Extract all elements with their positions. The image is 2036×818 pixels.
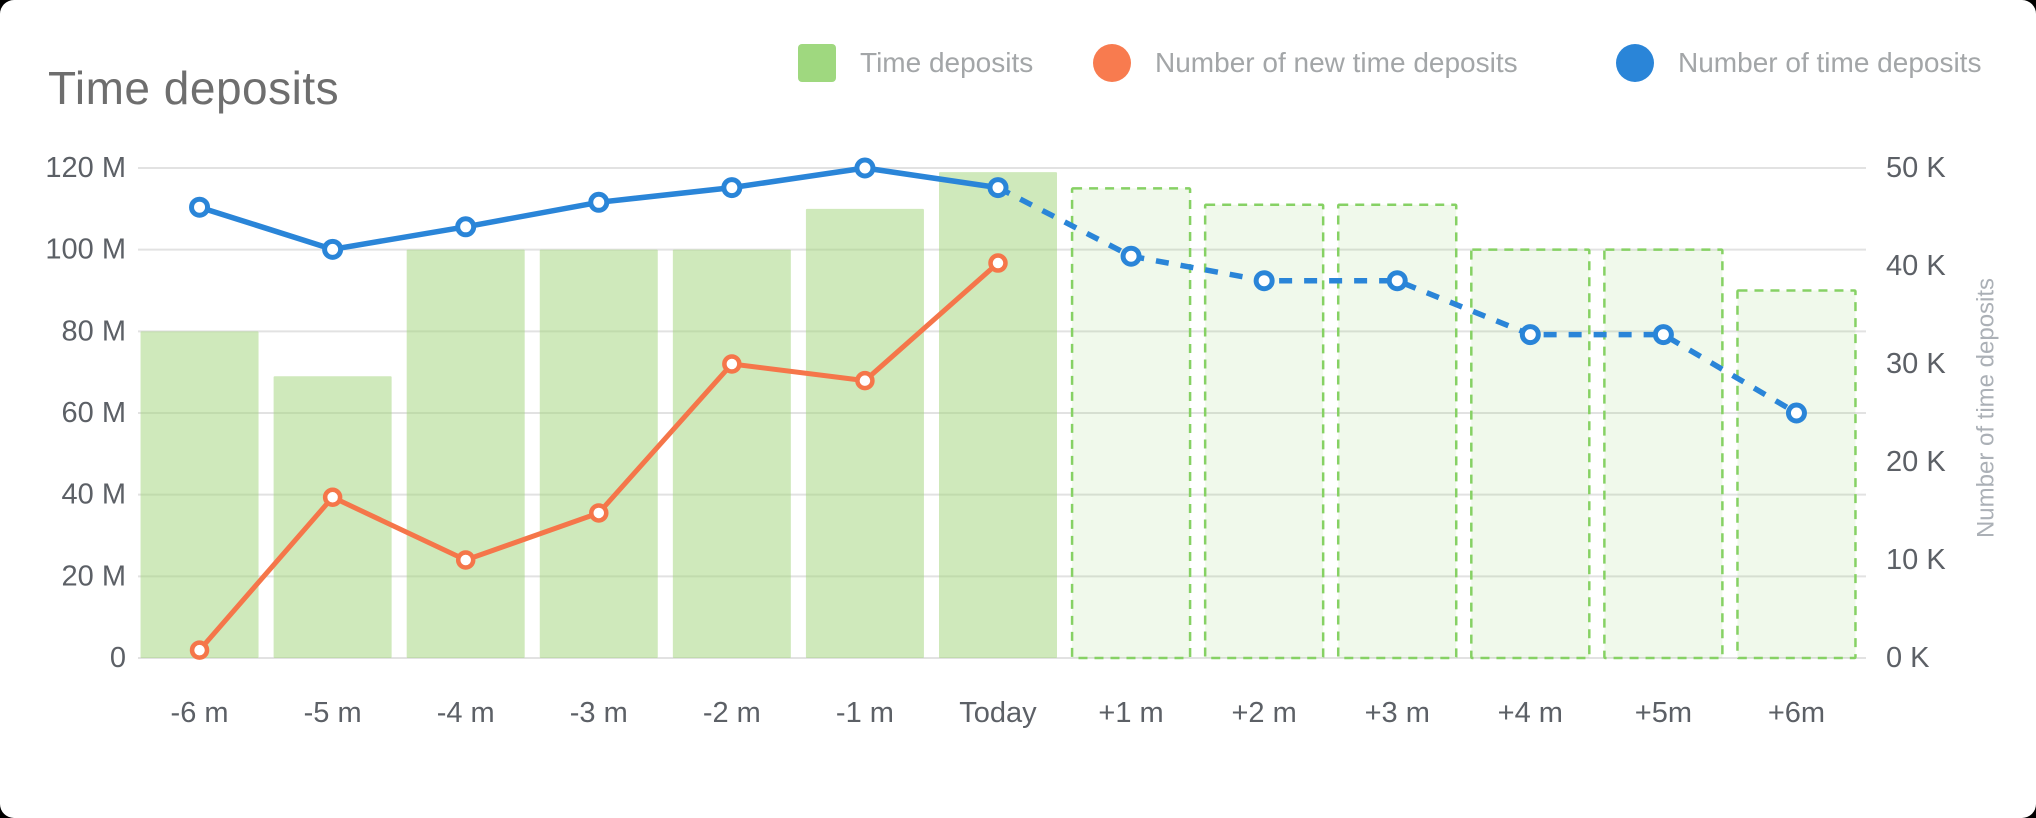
right-axis-tick-label: 30 K: [1886, 348, 1946, 380]
number-time-deposits-swatch-icon: [1616, 44, 1654, 82]
x-axis-label-plus4m: +4 m: [1498, 697, 1563, 729]
time-deposits-count-marker-plus6m[interactable]: [1785, 402, 1807, 424]
left-axis-tick-label: 40 M: [62, 479, 126, 511]
page-title: Time deposits: [48, 61, 340, 114]
time-deposits-count-marker-minus4m[interactable]: [455, 216, 477, 238]
legend-item-time-deposits[interactable]: Time deposits: [798, 44, 1033, 82]
chart-legend: Time deposits Number of new time deposit…: [0, 0, 2036, 110]
left-axis-tick-label: 80 M: [62, 315, 126, 347]
x-axis-label-plus5m: +5m: [1635, 697, 1692, 729]
new-time-deposits-marker-minus3m[interactable]: [589, 503, 609, 523]
legend-label: Time deposits: [860, 47, 1034, 78]
bar-minus3m[interactable]: [539, 249, 658, 658]
left-axis-tick-label: 120 M: [45, 152, 126, 184]
x-axis-label-plus3m: +3 m: [1365, 697, 1430, 729]
new-time-deposits-marker-minus5m[interactable]: [322, 487, 343, 508]
right-axis-tick-label: 0 K: [1886, 642, 1930, 674]
x-axis-label-today: Today: [959, 697, 1037, 729]
x-axis-label-minus1m: -1 m: [836, 697, 894, 729]
forecast-bar-plus3m[interactable]: [1336, 203, 1458, 660]
time-deposits-count-marker-plus4m[interactable]: [1519, 324, 1541, 346]
time-deposits-count-marker-plus3m[interactable]: [1386, 270, 1408, 292]
time-deposits-count-marker-minus1m[interactable]: [854, 157, 876, 179]
left-axis-tick-label: 20 M: [62, 560, 126, 592]
bar-today[interactable]: [939, 172, 1057, 659]
new-time-deposits-marker-today[interactable]: [988, 253, 1008, 273]
right-axis-tick-label: 50 K: [1886, 152, 1946, 184]
bar-minus2m[interactable]: [672, 249, 791, 658]
x-axis-label-minus2m: -2 m: [703, 697, 761, 729]
time-deposits-swatch-icon: [798, 44, 836, 82]
x-axis-label-minus6m: -6 m: [171, 697, 229, 729]
x-axis-label-minus4m: -4 m: [437, 697, 495, 729]
legend-label: Number of new time deposits: [1155, 47, 1518, 78]
x-axis-label-minus5m: -5 m: [304, 697, 362, 729]
time-deposits-count-marker-plus5m[interactable]: [1652, 324, 1674, 346]
time-deposits-count-marker-minus3m[interactable]: [588, 191, 610, 213]
left-axis-tick-label: 0: [110, 642, 126, 674]
x-axis-label-minus3m: -3 m: [570, 697, 628, 729]
x-axis-label-plus6m: +6m: [1768, 697, 1825, 729]
time-deposits-count-marker-plus2m[interactable]: [1253, 270, 1275, 292]
right-axis-tick-label: 10 K: [1886, 544, 1946, 576]
right-axis-tick-label: 40 K: [1886, 250, 1946, 282]
legend-item-number-time-deposits[interactable]: Number of time deposits: [1616, 44, 1981, 82]
new-time-deposits-swatch-icon: [1093, 44, 1131, 82]
new-time-deposits-marker-minus2m[interactable]: [722, 354, 742, 374]
forecast-bar-plus2m[interactable]: [1203, 203, 1325, 660]
bar-minus5m[interactable]: [273, 376, 392, 658]
time-deposits-count-marker-today[interactable]: [987, 177, 1009, 199]
bar-minus1m[interactable]: [805, 208, 924, 659]
time-deposits-count-marker-minus2m[interactable]: [721, 177, 743, 199]
left-axis-tick-label: 60 M: [62, 397, 126, 429]
bar-minus4m[interactable]: [406, 249, 525, 658]
new-time-deposits-marker-minus4m[interactable]: [455, 550, 476, 570]
x-axis-label-plus1m: +1 m: [1098, 697, 1163, 729]
time-deposits-count-marker-minus6m[interactable]: [189, 196, 211, 218]
right-axis-title: Number of time deposits: [1973, 278, 2000, 538]
x-axis-label-plus2m: +2 m: [1232, 697, 1297, 729]
time-deposits-count-marker-plus1m[interactable]: [1120, 245, 1142, 267]
legend-label: Number of time deposits: [1678, 47, 1982, 78]
forecast-bar-plus4m[interactable]: [1470, 248, 1591, 660]
forecast-bar-plus6m[interactable]: [1736, 289, 1857, 660]
forecast-bar-plus5m[interactable]: [1603, 248, 1724, 660]
forecast-bar-plus1m[interactable]: [1070, 187, 1192, 660]
left-axis-tick-label: 100 M: [45, 234, 126, 266]
right-axis-tick-label: 20 K: [1886, 446, 1946, 478]
legend-item-new-time-deposits[interactable]: Number of new time deposits: [1093, 44, 1518, 82]
time-deposits-count-marker-minus5m[interactable]: [322, 238, 344, 260]
new-time-deposits-marker-minus1m[interactable]: [855, 370, 875, 391]
new-time-deposits-marker-minus6m[interactable]: [189, 640, 210, 660]
bar-minus6m[interactable]: [140, 331, 259, 658]
